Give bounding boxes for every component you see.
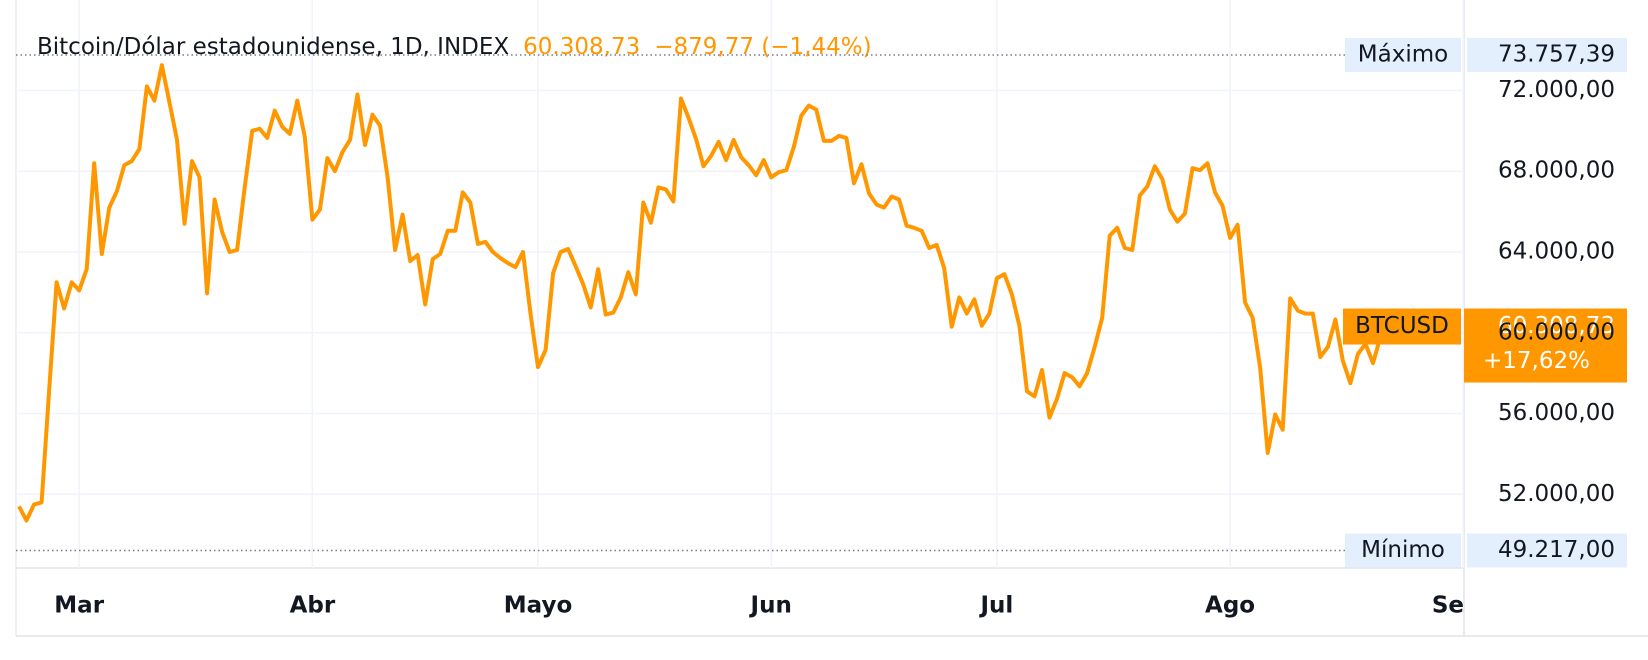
price-change: +17,62% <box>1483 348 1590 374</box>
y-tick-label: 72.000,00 <box>1498 77 1615 103</box>
y-tick-label: 64.000,00 <box>1498 238 1615 264</box>
price-line <box>17 63 1390 523</box>
level-label: Mínimo <box>1361 537 1445 563</box>
overlays: Máximo 73.757,39 Mínimo 49.217,00 BTCUSD 60.3… <box>16 37 1627 568</box>
y-tick-label: 68.000,00 <box>1498 158 1615 184</box>
grid <box>16 0 1464 568</box>
x-tick-label: Se <box>1432 593 1464 619</box>
symbol-label: BTCUSD <box>1355 313 1449 339</box>
level-label-bg <box>1345 533 1461 568</box>
symbol-label-bg <box>1343 308 1461 345</box>
x-tick-label: Abr <box>290 593 336 619</box>
y-tick-label: 52.000,00 <box>1498 481 1615 507</box>
level-value: 49.217,00 <box>1498 537 1615 563</box>
y-tick-label: 60.000,00 <box>1498 319 1615 345</box>
level-value: 73.757,39 <box>1498 41 1615 67</box>
price-label: 60.308,73 <box>1498 313 1615 339</box>
x-tick-label: Mar <box>54 593 104 619</box>
x-tick-label: Jun <box>749 593 792 619</box>
x-tick-label: Ago <box>1205 593 1255 619</box>
price-label-bg <box>1464 308 1627 383</box>
level-label-bg <box>1345 37 1461 72</box>
y-tick-label: 56.000,00 <box>1498 400 1615 426</box>
legend-last: 60.308,73 <box>523 34 640 60</box>
plot <box>17 63 1390 523</box>
x-tick-label: Mayo <box>504 593 573 619</box>
legend: Bitcoin/Dólar estadounidense, 1D, INDEX 6… <box>37 34 872 60</box>
level-value-bg <box>1467 37 1627 72</box>
x-tick-label: Jul <box>978 593 1013 619</box>
level-label: Máximo <box>1358 41 1448 67</box>
level-value-bg <box>1467 533 1627 568</box>
